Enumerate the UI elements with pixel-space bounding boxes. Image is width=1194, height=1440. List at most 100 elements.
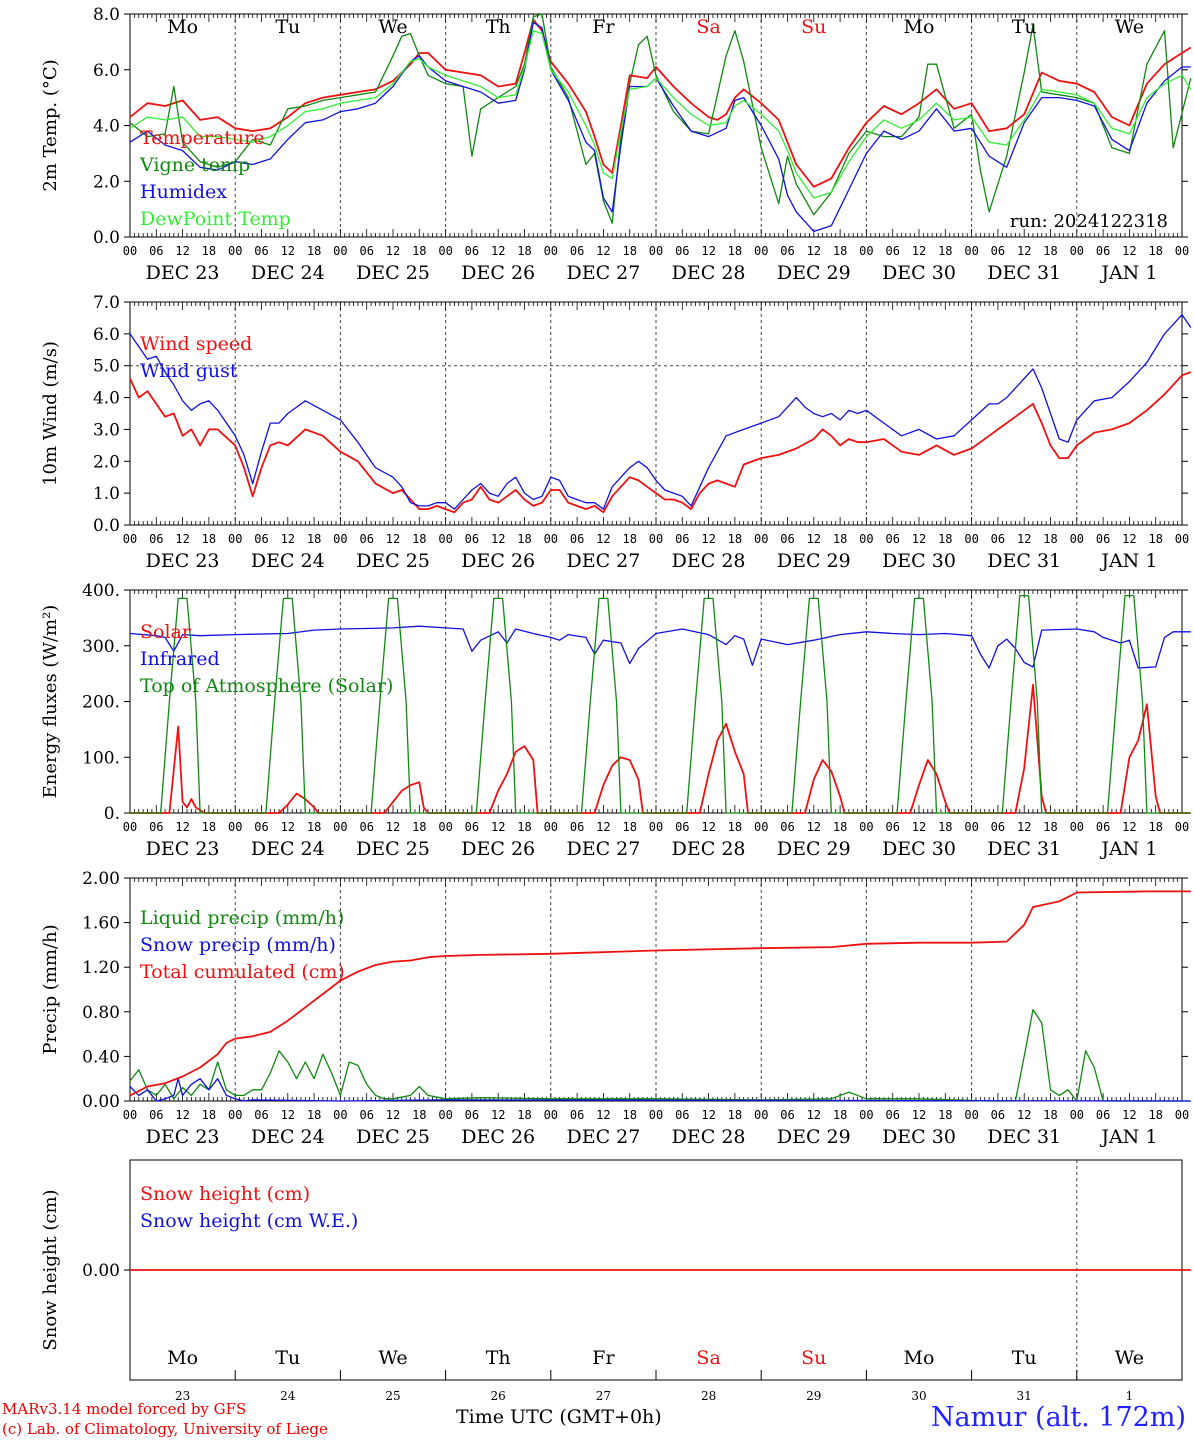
- hour-label: 12: [1017, 244, 1031, 258]
- hour-label: 18: [412, 820, 426, 834]
- hour-label: 06: [149, 244, 163, 258]
- weekday-label: Sa: [696, 1347, 720, 1369]
- date-label: DEC 31: [987, 262, 1061, 284]
- date-label: DEC 25: [356, 838, 430, 860]
- legend-entry: Wind speed: [140, 333, 252, 355]
- hour-label: 06: [1096, 1108, 1110, 1122]
- hour-label: 12: [701, 244, 715, 258]
- date-label: JAN 1: [1099, 838, 1157, 860]
- weekday-label: Mo: [167, 16, 198, 38]
- hour-label: 06: [149, 1108, 163, 1122]
- date-label: DEC 27: [566, 550, 640, 572]
- y-tick-label: 6.0: [93, 61, 120, 81]
- hour-label: 06: [780, 1108, 794, 1122]
- hour-label: 12: [912, 532, 926, 546]
- y-tick-label: 0.40: [82, 1047, 120, 1067]
- hour-label: 00: [964, 820, 978, 834]
- panel-4: 0.00 0.40 0.80 1.20 1.60 2.00 Precip (mm/h) Liq…: [40, 869, 1191, 1148]
- hour-label: 06: [359, 532, 373, 546]
- hour-label: 12: [491, 244, 505, 258]
- credit-model: MARv3.14 model forced by GFS: [2, 1400, 247, 1418]
- hour-label: 00: [438, 1108, 452, 1122]
- y-tick-label: 400.: [82, 581, 120, 601]
- day-number-label: 23: [175, 1389, 190, 1400]
- hour-label: 00: [1070, 1108, 1084, 1122]
- y-tick-label: 1.0: [93, 484, 120, 504]
- y-tick-label: 0.: [104, 804, 120, 824]
- hour-label: 18: [1043, 820, 1057, 834]
- hour-label: 00: [859, 244, 873, 258]
- date-label: DEC 29: [777, 262, 851, 284]
- date-label: DEC 24: [251, 838, 325, 860]
- hour-label: 18: [517, 532, 531, 546]
- series-line-snow-precip-mm-h: [129, 1078, 1191, 1102]
- weekday-label: Tu: [275, 16, 300, 38]
- weekday-label: We: [1115, 1347, 1144, 1369]
- hour-label: 06: [465, 532, 479, 546]
- hour-label: 06: [991, 1108, 1005, 1122]
- hour-label: 06: [570, 532, 584, 546]
- hour-label: 12: [386, 1108, 400, 1122]
- hour-label: 12: [281, 820, 295, 834]
- date-label: DEC 30: [882, 1126, 956, 1148]
- hour-label: 00: [123, 820, 137, 834]
- hour-label: 06: [570, 244, 584, 258]
- hour-label: 06: [465, 1108, 479, 1122]
- hour-label: 12: [281, 532, 295, 546]
- hour-label: 00: [438, 532, 452, 546]
- hour-label: 06: [254, 820, 268, 834]
- date-label: DEC 30: [882, 262, 956, 284]
- panel-3: 0. 100. 200. 300. 400. Energy fluxes (W/m²) So…: [40, 581, 1191, 860]
- hour-label: 00: [1070, 532, 1084, 546]
- hour-label: 00: [333, 1108, 347, 1122]
- hour-label: 00: [964, 244, 978, 258]
- hour-label: 18: [938, 244, 952, 258]
- hour-label: 00: [228, 820, 242, 834]
- hour-label: 18: [833, 820, 847, 834]
- y-tick-label: 0.0: [93, 228, 120, 248]
- date-label: DEC 27: [566, 1126, 640, 1148]
- date-label: DEC 26: [461, 550, 535, 572]
- date-label: DEC 25: [356, 1126, 430, 1148]
- hour-label: 12: [491, 1108, 505, 1122]
- hour-label: 12: [1122, 244, 1136, 258]
- hour-label: 00: [649, 532, 663, 546]
- x-axis-title: Time UTC (GMT+0h): [456, 1406, 662, 1428]
- hour-label: 06: [780, 244, 794, 258]
- hour-label: 18: [1148, 1108, 1162, 1122]
- legend-entry: DewPoint Temp: [140, 208, 291, 230]
- day-number-label: 29: [806, 1389, 821, 1400]
- y-tick-label: 100.: [82, 748, 120, 768]
- hour-label: 00: [649, 1108, 663, 1122]
- legend-entry: Snow precip (mm/h): [140, 934, 336, 956]
- weekday-label: Sa: [696, 16, 720, 38]
- weekday-label: Mo: [904, 1347, 935, 1369]
- hour-label: 18: [1043, 1108, 1057, 1122]
- panel-1: 0.0 2.0 4.0 6.0 8.0 2m Temp. (°C) Temperature V…: [40, 5, 1192, 284]
- hour-label: 00: [964, 532, 978, 546]
- hour-label: 12: [596, 1108, 610, 1122]
- date-label: DEC 25: [356, 550, 430, 572]
- hour-label: 18: [1148, 244, 1162, 258]
- hour-label: 06: [1096, 532, 1110, 546]
- legend-entry: Liquid precip (mm/h): [140, 907, 344, 929]
- hour-label: 12: [1017, 1108, 1031, 1122]
- series-line-dewpoint-temp: [129, 30, 1192, 199]
- hour-label: 18: [1043, 244, 1057, 258]
- hour-label: 06: [885, 532, 899, 546]
- date-label: DEC 28: [672, 262, 746, 284]
- day-number-label: 27: [596, 1389, 611, 1400]
- hour-label: 06: [359, 1108, 373, 1122]
- date-label: DEC 25: [356, 262, 430, 284]
- hour-label: 12: [175, 1108, 189, 1122]
- hour-label: 18: [622, 1108, 636, 1122]
- date-label: DEC 28: [672, 838, 746, 860]
- y-tick-label: 0.80: [82, 1003, 120, 1023]
- hour-label: 18: [622, 532, 636, 546]
- hour-label: 12: [491, 532, 505, 546]
- hour-label: 12: [1122, 1108, 1136, 1122]
- y-tick-label: 0.00: [82, 1092, 120, 1112]
- legend-entry: Humidex: [140, 181, 227, 203]
- hour-label: 06: [359, 820, 373, 834]
- date-label: DEC 29: [777, 550, 851, 572]
